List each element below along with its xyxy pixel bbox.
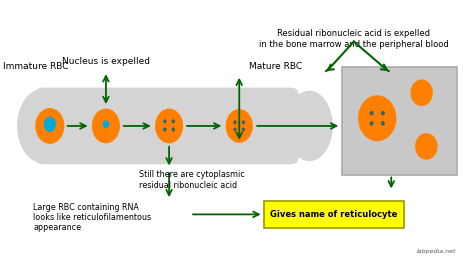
Ellipse shape [381,121,385,126]
Ellipse shape [172,119,175,123]
Ellipse shape [35,108,64,144]
Text: Large RBC containing RNA
looks like reticulofilamentous
appearance: Large RBC containing RNA looks like reti… [34,203,152,232]
Text: Mature RBC: Mature RBC [248,62,302,71]
Ellipse shape [155,108,183,143]
Text: labpedia.net: labpedia.net [417,249,457,254]
Ellipse shape [103,120,109,128]
FancyBboxPatch shape [342,67,457,175]
Ellipse shape [44,117,56,132]
Ellipse shape [17,89,69,163]
FancyBboxPatch shape [264,201,404,228]
Text: Gives name of reticulocyte: Gives name of reticulocyte [270,210,397,219]
Ellipse shape [286,91,333,161]
Text: Immature RBC: Immature RBC [3,62,69,71]
Text: Residual ribonucleic acid is expelled: Residual ribonucleic acid is expelled [277,29,430,38]
Ellipse shape [370,111,374,115]
Text: Nucleus is expelled: Nucleus is expelled [62,57,150,66]
Ellipse shape [381,111,385,115]
Ellipse shape [163,119,167,123]
Ellipse shape [242,120,245,124]
Ellipse shape [370,121,374,126]
Ellipse shape [358,95,396,141]
Ellipse shape [415,133,438,160]
Ellipse shape [410,79,433,106]
Ellipse shape [233,120,237,124]
Ellipse shape [172,127,175,132]
Text: Still there are cytoplasmic
residual ribonucleic acid: Still there are cytoplasmic residual rib… [139,170,245,190]
Text: in the bone marrow and the peripheral blood: in the bone marrow and the peripheral bl… [259,40,449,49]
FancyBboxPatch shape [35,88,299,164]
Ellipse shape [226,109,253,143]
Ellipse shape [92,108,120,143]
Ellipse shape [163,127,167,132]
Ellipse shape [242,127,245,132]
Ellipse shape [233,127,237,132]
